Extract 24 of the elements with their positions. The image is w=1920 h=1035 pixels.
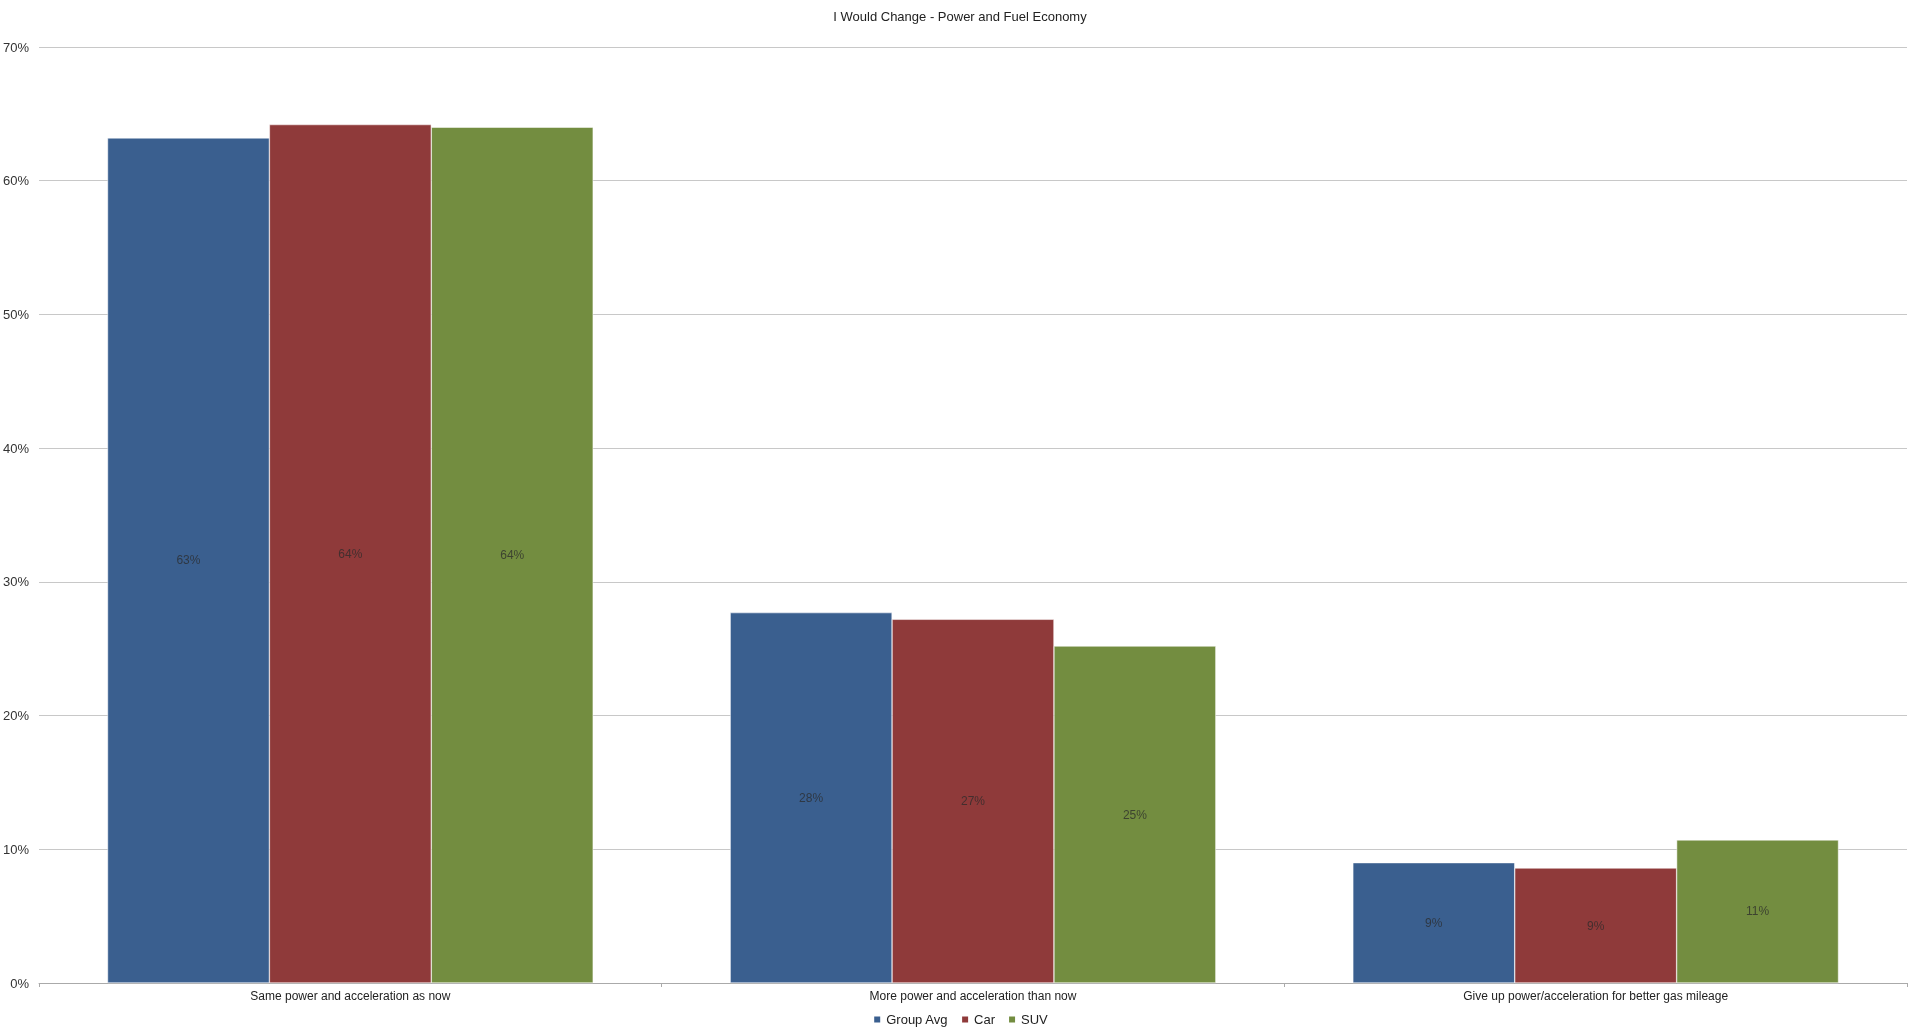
data-label: 25% bbox=[1122, 807, 1148, 822]
y-tick-label: 20% bbox=[2, 708, 30, 724]
data-label: 27% bbox=[960, 794, 986, 809]
y-tick-label: 50% bbox=[2, 306, 30, 322]
y-tick-label: 40% bbox=[2, 440, 30, 456]
y-tick-label: 10% bbox=[2, 841, 30, 857]
y-tick-label: 0% bbox=[10, 975, 30, 991]
x-tick-label: Same power and acceleration as now bbox=[250, 989, 451, 1003]
chart-title: I Would Change - Power and Fuel Economy bbox=[833, 9, 1088, 24]
data-label: 28% bbox=[799, 790, 824, 805]
data-label: 9% bbox=[1425, 915, 1443, 930]
y-tick-label: 30% bbox=[2, 574, 30, 590]
y-tick-label: 70% bbox=[2, 39, 30, 55]
data-label: 11% bbox=[1745, 904, 1770, 919]
x-tick-label: More power and acceleration than now bbox=[869, 989, 1077, 1003]
legend-label: SUV bbox=[1021, 1012, 1049, 1027]
data-label: 63% bbox=[176, 553, 201, 568]
data-label: 9% bbox=[1587, 918, 1605, 933]
data-label: 64% bbox=[338, 546, 363, 561]
legend-label: Car bbox=[974, 1012, 996, 1027]
y-tick-label: 60% bbox=[2, 173, 30, 189]
data-label: 64% bbox=[500, 548, 525, 563]
x-tick-label: Give up power/acceleration for better gas mileage bbox=[1463, 989, 1729, 1003]
legend-label: Group Avg bbox=[886, 1012, 948, 1027]
